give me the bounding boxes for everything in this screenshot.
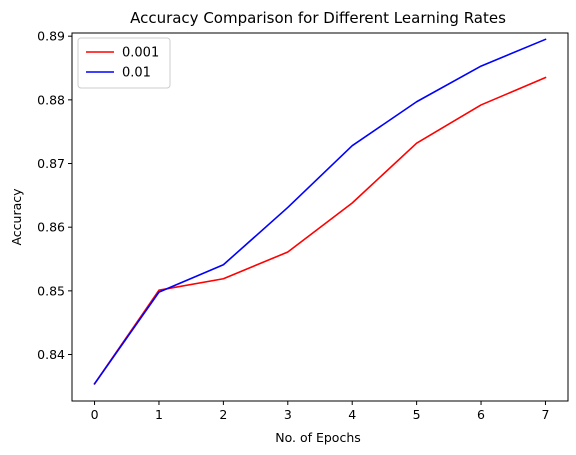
series-line-1 [93,38,547,385]
y-tick-label: 0.85 [37,283,65,298]
plot-area [72,33,568,401]
y-tick-label: 0.86 [37,220,65,235]
legend-label-0: 0.001 [122,46,159,61]
x-tick-label: 5 [413,407,421,422]
y-axis: 0.84 0.85 0.86 0.87 0.88 0.89 [37,29,72,362]
x-axis: 0 1 2 3 4 5 6 7 [91,401,549,422]
x-tick-label: 3 [284,407,292,422]
chart-title: Accuracy Comparison for Different Learni… [130,9,506,27]
y-tick-label: 0.87 [37,156,65,171]
x-tick-label: 7 [541,407,549,422]
x-axis-label: No. of Epochs [275,430,361,445]
x-tick-label: 4 [348,407,356,422]
legend-box [77,37,171,89]
x-tick-label: 0 [91,407,99,422]
y-tick-label: 0.88 [37,92,65,107]
series-layer [93,38,547,385]
x-tick-label: 2 [219,407,227,422]
plot-frame [71,32,569,402]
x-tick-label: 1 [155,407,163,422]
legend: 0.001 0.01 [77,37,171,89]
y-tick-label: 0.84 [37,347,65,362]
y-axis-label: Accuracy [9,188,24,246]
legend-label-1: 0.01 [122,66,151,81]
x-tick-label: 6 [477,407,485,422]
y-tick-label: 0.89 [37,29,65,44]
